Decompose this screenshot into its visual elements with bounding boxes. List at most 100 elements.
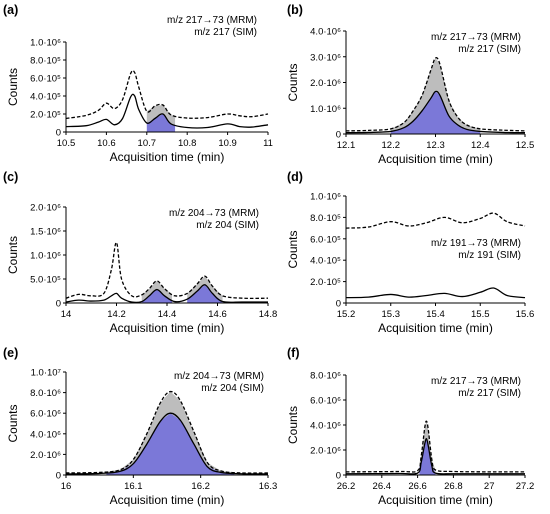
- y-tick-label: 1.0·10⁶: [30, 38, 61, 49]
- panel-label: (c): [3, 170, 18, 184]
- y-axis-label: Counts: [286, 406, 300, 444]
- y-tick-label: 0: [56, 471, 61, 482]
- sim-trace-line: [65, 284, 269, 304]
- y-tick-label: 4.0·10⁶: [310, 421, 341, 432]
- mrm-shaded-area: [390, 91, 481, 134]
- x-axis-label: Acquisition time (min): [378, 152, 493, 166]
- x-tick-label: 15.4: [426, 309, 445, 320]
- x-tick-label: 15.6: [516, 309, 535, 320]
- mrm-shaded-area: [187, 284, 223, 303]
- x-tick-label: 16.2: [191, 481, 210, 492]
- y-tick-label: 2.0·10⁵: [310, 277, 341, 288]
- x-tick-label: 12.3: [426, 140, 445, 151]
- y-tick-label: 2.0·10⁵: [30, 110, 61, 121]
- y-tick-label: 2.0·10⁶: [30, 450, 61, 461]
- x-tick-label: 26.4: [373, 481, 392, 492]
- legend-entry: m/z 217 (SIM): [458, 44, 521, 55]
- sim-trace-line: [345, 90, 526, 134]
- mrm-trace-line: [65, 69, 269, 120]
- chart-panel-6: (f) 0 2.0·10⁶ 4.0·10⁶ 6.0·10⁶ 8.0·10⁶ 26.2 26.4…: [286, 346, 534, 507]
- x-tick-label: 12.5: [516, 140, 535, 151]
- mrm-trace-line: [65, 241, 269, 300]
- y-tick-label: 1.0·10⁷: [31, 368, 62, 379]
- x-axis-label: Acquisition time (min): [110, 321, 225, 335]
- x-tick-label: 15.5: [471, 309, 490, 320]
- y-tick-label: 0: [336, 130, 341, 141]
- y-tick-label: 4.0·10⁵: [310, 256, 341, 267]
- chart-panel-1: (a) 0 2.0·10⁵ 4.0·10⁵ 6.0·10⁵ 8.0·10⁵ 1.0·10⁶ 1…: [3, 3, 273, 164]
- legend-entry: m/z 217 (SIM): [194, 27, 257, 38]
- x-tick-label: 12.2: [382, 140, 401, 151]
- x-tick-label: 16: [61, 481, 72, 492]
- y-axis-label: Counts: [286, 63, 300, 101]
- x-tick-label: 16.3: [259, 481, 278, 492]
- x-tick-label: 26.8: [444, 481, 463, 492]
- y-tick-label: 8.0·10⁵: [30, 56, 61, 67]
- y-axis-label: Counts: [6, 404, 20, 442]
- y-tick-label: 0: [336, 471, 341, 482]
- x-tick-label: 27.2: [516, 481, 535, 492]
- mrm-shaded-area: [146, 114, 176, 132]
- x-tick-label: 14.8: [259, 309, 278, 320]
- legend-entry: m/z 191 (SIM): [458, 250, 521, 261]
- sim-shaded-area: [390, 58, 481, 132]
- chart-panel-4: (d) 0 2.0·10⁵ 4.0·10⁵ 6.0·10⁵ 8.0·10⁵ 1.0·10⁶ 1…: [286, 170, 534, 335]
- x-tick-label: 11: [263, 138, 273, 149]
- y-tick-label: 8.0·10⁶: [310, 371, 341, 382]
- x-tick-label: 26.2: [337, 481, 356, 492]
- y-axis-label: Counts: [286, 230, 300, 268]
- x-tick-label: 15.2: [337, 309, 356, 320]
- x-tick-label: 10.9: [218, 138, 237, 149]
- y-tick-label: 3.0·10⁶: [310, 52, 341, 63]
- y-tick-label: 0: [336, 299, 341, 310]
- x-axis-label: Acquisition time (min): [110, 150, 225, 164]
- y-tick-label: 1.5·10⁶: [30, 227, 61, 238]
- y-tick-label: 0: [56, 128, 61, 139]
- x-tick-label: 10.8: [178, 138, 197, 149]
- y-tick-label: 0: [56, 299, 61, 310]
- legend-entry: m/z 204 (SIM): [196, 220, 259, 231]
- x-tick-label: 27: [484, 481, 495, 492]
- x-tick-label: 14.6: [208, 309, 227, 320]
- sim-shaded-area: [141, 280, 173, 302]
- mrm-trace-line: [65, 390, 269, 474]
- x-tick-label: 10.5: [57, 138, 76, 149]
- y-tick-label: 1.0·10⁶: [30, 251, 61, 262]
- chart-panel-5: (e) 0 2.0·10⁶ 4.0·10⁶ 6.0·10⁶ 8.0·10⁶ 1.0·10⁷ 1…: [3, 346, 277, 507]
- y-tick-label: 4.0·10⁶: [30, 429, 61, 440]
- mrm-trace-line: [345, 212, 526, 229]
- y-tick-label: 5.0·10⁵: [30, 275, 61, 286]
- x-axis-label: Acquisition time (min): [378, 321, 493, 335]
- panel-label: (a): [3, 3, 18, 17]
- y-tick-label: 1.0·10⁶: [310, 104, 341, 115]
- mrm-trace-line: [345, 420, 526, 473]
- legend-entry: m/z 217→73 (MRM): [431, 376, 521, 387]
- legend-entry: m/z 204→73 (MRM): [169, 208, 259, 219]
- panel-label: (d): [287, 170, 303, 184]
- x-tick-label: 15.3: [382, 309, 401, 320]
- x-tick-label: 10.7: [138, 138, 157, 149]
- sim-shaded-area: [187, 276, 223, 302]
- legend-entry: m/z 204 (SIM): [201, 383, 264, 394]
- sim-trace-line: [345, 438, 525, 475]
- y-axis-label: Counts: [6, 68, 20, 106]
- x-axis-label: Acquisition time (min): [378, 493, 493, 507]
- y-tick-label: 1.0·10⁶: [310, 192, 341, 203]
- panel-label: (b): [287, 3, 303, 17]
- sim-trace-line: [65, 412, 269, 475]
- y-tick-label: 2.0·10⁶: [310, 78, 341, 89]
- y-tick-label: 6.0·10⁶: [30, 409, 61, 420]
- x-tick-label: 12.4: [471, 140, 490, 151]
- y-axis-label: Counts: [6, 236, 20, 274]
- x-tick-label: 14.2: [107, 309, 126, 320]
- x-tick-label: 10.6: [97, 138, 116, 149]
- y-tick-label: 2.0·10⁶: [30, 203, 61, 214]
- legend-entry: m/z 217→73 (MRM): [431, 32, 521, 43]
- legend-entry: m/z 204→73 (MRM): [174, 371, 264, 382]
- legend-entry: m/z 217→73 (MRM): [167, 15, 257, 26]
- x-tick-label: 14: [61, 309, 72, 320]
- y-tick-label: 8.0·10⁶: [30, 388, 61, 399]
- y-tick-label: 8.0·10⁵: [310, 213, 341, 224]
- x-tick-label: 12.1: [337, 140, 356, 151]
